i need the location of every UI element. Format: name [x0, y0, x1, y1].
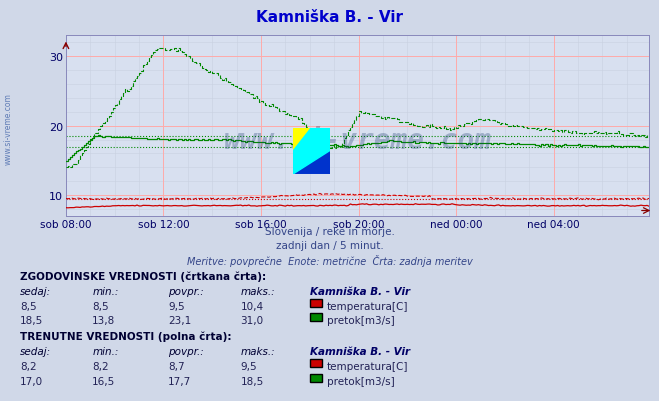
Text: 31,0: 31,0 [241, 316, 264, 326]
Text: Meritve: povprečne  Enote: metrične  Črta: zadnja meritev: Meritve: povprečne Enote: metrične Črta:… [186, 255, 473, 267]
Text: pretok[m3/s]: pretok[m3/s] [327, 376, 395, 386]
Text: zadnji dan / 5 minut.: zadnji dan / 5 minut. [275, 241, 384, 251]
Text: 8,7: 8,7 [168, 361, 185, 371]
Text: min.:: min.: [92, 287, 119, 297]
Text: TRENUTNE VREDNOSTI (polna črta):: TRENUTNE VREDNOSTI (polna črta): [20, 331, 231, 341]
Text: Kamniška B. - Vir: Kamniška B. - Vir [256, 10, 403, 25]
Text: 17,7: 17,7 [168, 376, 191, 386]
Text: sedaj:: sedaj: [20, 346, 51, 356]
Text: 13,8: 13,8 [92, 316, 115, 326]
Text: maks.:: maks.: [241, 346, 275, 356]
Text: povpr.:: povpr.: [168, 346, 204, 356]
Text: ZGODOVINSKE VREDNOSTI (črtkana črta):: ZGODOVINSKE VREDNOSTI (črtkana črta): [20, 271, 266, 281]
Text: min.:: min.: [92, 346, 119, 356]
Text: 10,4: 10,4 [241, 302, 264, 312]
Text: sedaj:: sedaj: [20, 287, 51, 297]
Text: 9,5: 9,5 [241, 361, 257, 371]
Text: povpr.:: povpr.: [168, 287, 204, 297]
Text: 8,2: 8,2 [20, 361, 36, 371]
Text: Kamniška B. - Vir: Kamniška B. - Vir [310, 346, 410, 356]
Text: www.si-vreme.com: www.si-vreme.com [4, 93, 13, 164]
Text: 18,5: 18,5 [241, 376, 264, 386]
Text: 23,1: 23,1 [168, 316, 191, 326]
Text: 16,5: 16,5 [92, 376, 115, 386]
Text: 8,2: 8,2 [92, 361, 109, 371]
Text: temperatura[C]: temperatura[C] [327, 302, 409, 312]
Text: Slovenija / reke in morje.: Slovenija / reke in morje. [264, 227, 395, 237]
Text: 9,5: 9,5 [168, 302, 185, 312]
Text: temperatura[C]: temperatura[C] [327, 361, 409, 371]
Text: 17,0: 17,0 [20, 376, 43, 386]
Text: 8,5: 8,5 [20, 302, 36, 312]
Polygon shape [293, 128, 330, 174]
Polygon shape [293, 128, 330, 174]
Text: www.si-vreme.com: www.si-vreme.com [223, 127, 492, 155]
Text: 18,5: 18,5 [20, 316, 43, 326]
Polygon shape [293, 128, 312, 152]
Text: 8,5: 8,5 [92, 302, 109, 312]
Text: maks.:: maks.: [241, 287, 275, 297]
Text: pretok[m3/s]: pretok[m3/s] [327, 316, 395, 326]
Text: Kamniška B. - Vir: Kamniška B. - Vir [310, 287, 410, 297]
